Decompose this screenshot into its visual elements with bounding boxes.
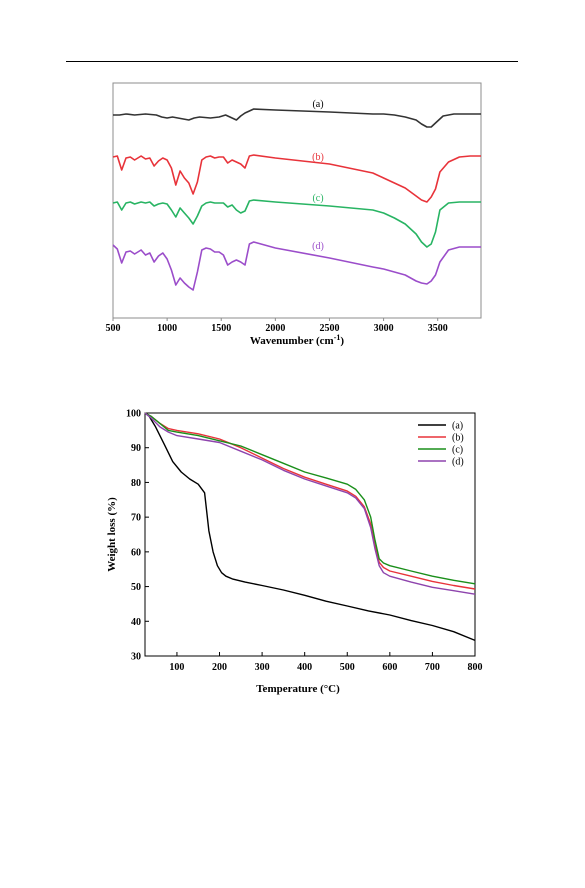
ftir-series-line bbox=[112, 241, 481, 291]
tga-y-tick-label: 70 bbox=[131, 513, 141, 524]
tga-y-tick-label: 50 bbox=[131, 582, 141, 593]
tga-plot-frame bbox=[144, 412, 476, 657]
tga-y-tick-label: 90 bbox=[131, 443, 141, 454]
tga-x-tick-label: 400 bbox=[297, 662, 312, 673]
tga-x-tick-label: 600 bbox=[382, 662, 397, 673]
ftir-series-line bbox=[113, 108, 481, 128]
tga-legend-label: (b) bbox=[452, 433, 464, 444]
tga-x-tick-label: 100 bbox=[169, 662, 184, 673]
ftir-series-label: (b) bbox=[312, 152, 324, 163]
tga-x-tick-label: 800 bbox=[468, 662, 483, 673]
ftir-x-tick-label: 1000 bbox=[157, 323, 177, 334]
ftir-plot-frame bbox=[112, 82, 482, 319]
tga-series-line bbox=[144, 412, 476, 595]
header-rule bbox=[66, 61, 518, 62]
tga-series-line bbox=[144, 412, 476, 642]
ftir-series-label: (c) bbox=[312, 193, 323, 204]
ftir-series-line bbox=[112, 154, 481, 203]
tga-x-tick-label: 200 bbox=[212, 662, 227, 673]
ftir-x-tick-label: 2500 bbox=[319, 323, 339, 334]
tga-y-tick-label: 100 bbox=[126, 409, 141, 420]
ftir-x-tick-label: 500 bbox=[106, 323, 121, 334]
tga-x-axis-label: Temperature (°C) bbox=[256, 683, 340, 695]
tga-series-line bbox=[144, 412, 476, 590]
tga-legend-label: (a) bbox=[452, 421, 463, 432]
ftir-x-tick-label: 1500 bbox=[211, 323, 231, 334]
tga-y-tick-label: 80 bbox=[131, 478, 141, 489]
ftir-series-label: (d) bbox=[312, 241, 324, 252]
tga-legend-label: (c) bbox=[452, 445, 463, 456]
tga-x-tick-label: 300 bbox=[255, 662, 270, 673]
ftir-x-tick-label: 3500 bbox=[428, 323, 448, 334]
tga-x-tick-label: 700 bbox=[425, 662, 440, 673]
tga-legend-label: (d) bbox=[452, 457, 464, 468]
tga-series-line bbox=[144, 412, 476, 585]
tga-y-tick-label: 40 bbox=[131, 617, 141, 628]
tga-y-axis-label: Weight loss (%) bbox=[106, 497, 118, 572]
tga-x-tick-label: 500 bbox=[340, 662, 355, 673]
tga-y-tick-label: 30 bbox=[131, 652, 141, 663]
ftir-x-tick-label: 3000 bbox=[374, 323, 394, 334]
ftir-series-label: (a) bbox=[312, 99, 323, 110]
ftir-x-axis-label: Wavenumber (cm-1) bbox=[250, 333, 345, 347]
tga-y-tick-label: 60 bbox=[131, 547, 141, 558]
ftir-series-line bbox=[112, 199, 481, 248]
ftir-x-tick-label: 2000 bbox=[265, 323, 285, 334]
